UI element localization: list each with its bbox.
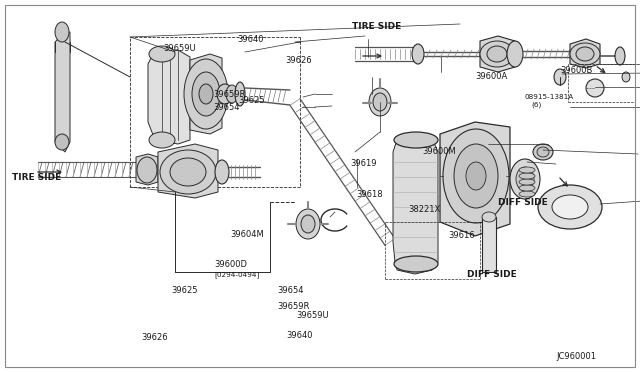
Ellipse shape	[454, 144, 498, 208]
Ellipse shape	[552, 195, 588, 219]
Polygon shape	[136, 154, 158, 185]
Polygon shape	[480, 36, 515, 72]
Ellipse shape	[480, 41, 514, 67]
Ellipse shape	[538, 185, 602, 229]
Ellipse shape	[507, 41, 523, 67]
Text: 39600B: 39600B	[561, 66, 593, 75]
Ellipse shape	[510, 159, 540, 199]
Ellipse shape	[443, 129, 509, 223]
Text: DIFF SIDE: DIFF SIDE	[467, 270, 517, 279]
Ellipse shape	[369, 88, 391, 116]
Ellipse shape	[137, 157, 157, 183]
Ellipse shape	[394, 256, 438, 272]
Text: 39618: 39618	[356, 190, 383, 199]
Ellipse shape	[576, 47, 594, 61]
Ellipse shape	[199, 84, 213, 104]
Text: 39600A: 39600A	[475, 72, 507, 81]
Ellipse shape	[55, 134, 69, 150]
Text: 39659R: 39659R	[277, 302, 310, 311]
Ellipse shape	[519, 179, 535, 185]
Polygon shape	[440, 122, 510, 236]
Ellipse shape	[466, 162, 486, 190]
Text: JC960001: JC960001	[557, 352, 596, 361]
Ellipse shape	[373, 93, 387, 111]
Ellipse shape	[217, 84, 233, 104]
Ellipse shape	[533, 144, 553, 160]
Ellipse shape	[170, 158, 206, 186]
Ellipse shape	[215, 160, 229, 184]
Ellipse shape	[192, 72, 220, 116]
Polygon shape	[55, 32, 70, 152]
Ellipse shape	[519, 185, 535, 191]
Text: 39659U: 39659U	[296, 311, 329, 320]
Text: 39659R: 39659R	[213, 90, 246, 99]
Text: 39626: 39626	[285, 56, 312, 65]
Ellipse shape	[519, 191, 535, 197]
Text: DIFF SIDE: DIFF SIDE	[498, 198, 548, 207]
Ellipse shape	[570, 43, 600, 65]
Text: TIRE SIDE: TIRE SIDE	[352, 22, 401, 31]
Ellipse shape	[615, 47, 625, 65]
Ellipse shape	[296, 209, 320, 239]
Ellipse shape	[160, 150, 216, 194]
Ellipse shape	[301, 215, 315, 233]
Text: 39640: 39640	[286, 331, 312, 340]
Text: 39654: 39654	[213, 103, 239, 112]
Text: 39659U: 39659U	[163, 44, 196, 53]
Ellipse shape	[554, 69, 566, 85]
Ellipse shape	[149, 132, 175, 148]
Text: 39616: 39616	[448, 231, 475, 240]
Polygon shape	[190, 54, 222, 134]
Ellipse shape	[394, 132, 438, 148]
Ellipse shape	[184, 59, 228, 129]
Text: 39625: 39625	[238, 96, 264, 105]
Text: 39600M: 39600M	[422, 147, 456, 156]
Ellipse shape	[55, 22, 69, 42]
Text: 08915-1381A: 08915-1381A	[525, 94, 574, 100]
Text: [0294-0494]: [0294-0494]	[214, 271, 260, 278]
Text: 39640: 39640	[237, 35, 263, 44]
Ellipse shape	[622, 72, 630, 82]
Bar	[482, 217, 496, 272]
Ellipse shape	[149, 46, 175, 62]
Ellipse shape	[519, 173, 535, 179]
Ellipse shape	[412, 44, 424, 64]
Text: 39654: 39654	[277, 286, 303, 295]
Polygon shape	[158, 144, 218, 198]
Text: 39600D: 39600D	[214, 260, 248, 269]
Ellipse shape	[586, 79, 604, 97]
Polygon shape	[148, 50, 190, 144]
Text: TIRE SIDE: TIRE SIDE	[12, 173, 61, 182]
Text: 39625: 39625	[172, 286, 198, 295]
Ellipse shape	[226, 85, 238, 103]
Text: 39604M: 39604M	[230, 230, 264, 239]
Text: 39626: 39626	[141, 333, 168, 342]
Ellipse shape	[537, 147, 549, 157]
Ellipse shape	[482, 212, 496, 222]
Polygon shape	[393, 134, 438, 274]
Polygon shape	[570, 39, 600, 68]
Ellipse shape	[235, 82, 245, 106]
Ellipse shape	[519, 167, 535, 173]
Text: (6): (6)	[531, 102, 541, 108]
Text: 38221X: 38221X	[408, 205, 440, 214]
Ellipse shape	[516, 167, 534, 191]
Ellipse shape	[487, 46, 507, 62]
Text: 39619: 39619	[351, 159, 377, 168]
